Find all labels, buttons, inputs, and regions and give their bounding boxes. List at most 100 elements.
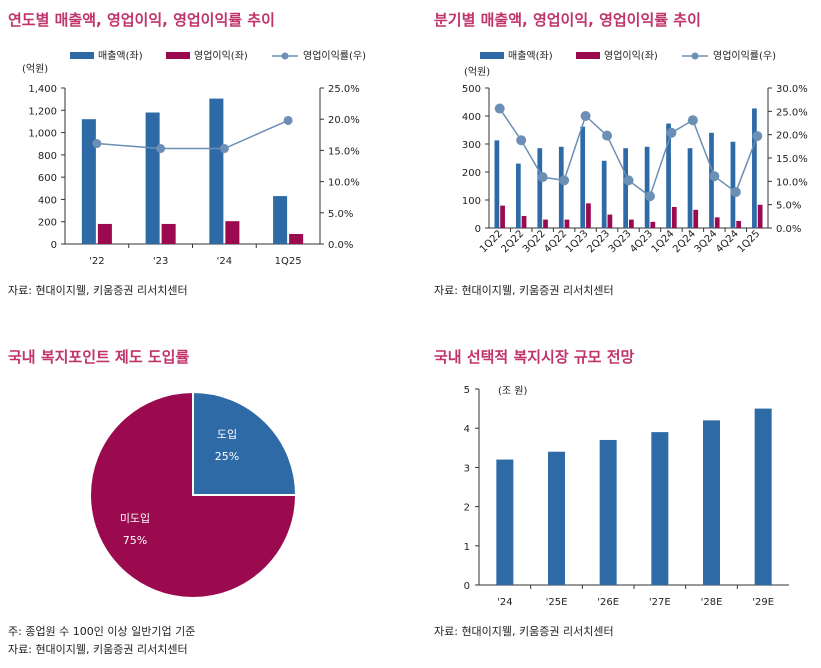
y-tick-label-right: 20.0% bbox=[328, 115, 360, 126]
market-size-bar bbox=[548, 451, 565, 585]
op-income-bar bbox=[629, 219, 634, 228]
op-margin-point bbox=[283, 115, 293, 125]
y-tick-label-right: 0.0% bbox=[776, 224, 801, 235]
y-tick-label-right: 25.0% bbox=[328, 84, 360, 95]
legend-label: 매출액(좌) bbox=[508, 50, 553, 62]
legend-label: 영업이익(좌) bbox=[194, 49, 248, 62]
annual-chart-title: 연도별 매출액, 영업이익, 영업이익률 추이 bbox=[8, 11, 275, 29]
legend-label: 매출액(좌) bbox=[98, 50, 143, 62]
op-income-bar bbox=[225, 221, 240, 244]
x-tick-label: '28E bbox=[701, 597, 723, 608]
revenue-bar bbox=[209, 98, 224, 244]
y-tick-label-left: 1,400 bbox=[28, 84, 57, 95]
x-tick-label: '26E bbox=[597, 597, 619, 608]
x-tick-label: 3Q22 bbox=[521, 228, 548, 255]
pie-chart-source: 자료: 현대이지웰, 키움증권 리서치센터 bbox=[8, 643, 188, 656]
y-tick-label: 0 bbox=[464, 581, 470, 592]
y-tick-label-left: 1,000 bbox=[28, 129, 57, 140]
op-income-bar bbox=[714, 217, 720, 228]
y-tick-label: 2 bbox=[464, 503, 470, 514]
legend-label: 영업이익(좌) bbox=[604, 49, 658, 62]
x-tick-label: '22 bbox=[89, 256, 104, 267]
market-size-bar bbox=[703, 420, 720, 585]
op-income-bar bbox=[521, 215, 527, 228]
op-margin-point bbox=[516, 135, 527, 146]
op-income-bar bbox=[671, 207, 677, 228]
x-tick-label: 4Q24 bbox=[714, 228, 741, 255]
pie-slice-label: 도입 bbox=[217, 428, 237, 441]
x-tick-label: '27E bbox=[649, 597, 671, 608]
op-margin-point bbox=[92, 139, 102, 149]
legend-swatch bbox=[166, 52, 190, 59]
market-size-bar bbox=[599, 439, 617, 585]
x-tick-label: 3Q24 bbox=[693, 228, 720, 255]
y-tick-label-left: 500 bbox=[462, 84, 481, 95]
legend-marker bbox=[691, 52, 699, 60]
revenue-bar bbox=[537, 148, 543, 228]
x-tick-label: 1Q24 bbox=[650, 228, 677, 255]
op-income-bar bbox=[564, 219, 570, 228]
y-tick-label-left: 400 bbox=[462, 112, 481, 123]
y-tick-label-right: 25.0% bbox=[776, 107, 808, 118]
pie-chart-note: 주: 종업원 수 100인 이상 일반기업 기준 bbox=[8, 625, 196, 638]
op-margin-point bbox=[687, 115, 698, 126]
op-income-bar bbox=[97, 223, 112, 244]
y-tick-label-left: 800 bbox=[38, 151, 57, 162]
revenue-bar bbox=[580, 126, 586, 228]
op-margin-point bbox=[623, 175, 634, 186]
revenue-bar bbox=[709, 132, 714, 228]
op-margin-point bbox=[156, 144, 166, 154]
pie-slice-label: 미도입 bbox=[120, 512, 150, 525]
pie-chart-title: 국내 복지포인트 제도 도입률 bbox=[8, 348, 190, 366]
op-margin-point bbox=[219, 144, 229, 154]
x-tick-label: '23 bbox=[153, 256, 168, 267]
y-tick-label: 1 bbox=[464, 542, 470, 553]
y-tick-label-right: 20.0% bbox=[776, 131, 808, 142]
y-axis-unit-label: (억원) bbox=[464, 66, 490, 78]
op-margin-point bbox=[559, 175, 570, 186]
y-axis-unit-label: (조 원) bbox=[498, 385, 527, 397]
y-tick-label-right: 15.0% bbox=[776, 154, 808, 165]
x-tick-label: 2Q24 bbox=[671, 228, 698, 255]
legend-swatch bbox=[70, 52, 94, 59]
pie-slice-value: 75% bbox=[123, 534, 147, 547]
y-tick-label-left: 0 bbox=[51, 240, 57, 251]
revenue-bar bbox=[752, 108, 757, 228]
pie-slice bbox=[89, 390, 298, 599]
annual-chart: 매출액(좌) 영업이익(좌) 영업이익률(우) (억원) 0 200 400 600 800 1,… bbox=[22, 49, 366, 267]
op-income-bar bbox=[543, 219, 548, 228]
y-tick-label-right: 10.0% bbox=[328, 178, 360, 189]
revenue-bar bbox=[623, 148, 628, 228]
y-tick-label-left: 200 bbox=[38, 218, 57, 229]
op-margin-point bbox=[709, 171, 720, 182]
y-tick-label-left: 100 bbox=[462, 196, 481, 207]
op-margin-point bbox=[666, 127, 677, 138]
x-tick-label: 1Q23 bbox=[564, 228, 591, 255]
y-tick-label: 3 bbox=[464, 463, 470, 474]
y-tick-label-left: 400 bbox=[38, 195, 57, 206]
revenue-bar bbox=[666, 123, 671, 228]
op-margin-point bbox=[494, 103, 505, 114]
market-size-bar bbox=[496, 459, 514, 585]
y-tick-label: 4 bbox=[464, 424, 470, 435]
market-size-bar bbox=[651, 432, 669, 585]
pie-slice-value: 25% bbox=[215, 450, 239, 463]
x-tick-label: '24 bbox=[217, 256, 232, 267]
legend-label: 영업이익률(우) bbox=[713, 49, 776, 62]
legend-marker bbox=[281, 52, 289, 60]
x-tick-label: '25E bbox=[546, 597, 568, 608]
x-tick-label: 1Q25 bbox=[736, 228, 763, 255]
revenue-bar bbox=[273, 196, 288, 244]
y-tick-label-right: 15.0% bbox=[328, 146, 360, 157]
market-chart-title: 국내 선택적 복지시장 규모 전망 bbox=[434, 348, 635, 366]
op-margin-point bbox=[752, 131, 763, 142]
pie-slice bbox=[192, 390, 298, 496]
op-margin-point bbox=[602, 130, 613, 141]
op-income-bar bbox=[289, 233, 304, 244]
y-axis-unit-label: (억원) bbox=[22, 63, 48, 75]
revenue-bar bbox=[730, 141, 736, 228]
revenue-bar bbox=[644, 146, 650, 228]
y-tick-label-right: 5.0% bbox=[776, 201, 801, 212]
revenue-bar bbox=[558, 146, 564, 228]
market-chart: (조 원) 0 1 2 3 4 5 '24 '25E '26E '27E '28E '29E bbox=[464, 385, 789, 608]
